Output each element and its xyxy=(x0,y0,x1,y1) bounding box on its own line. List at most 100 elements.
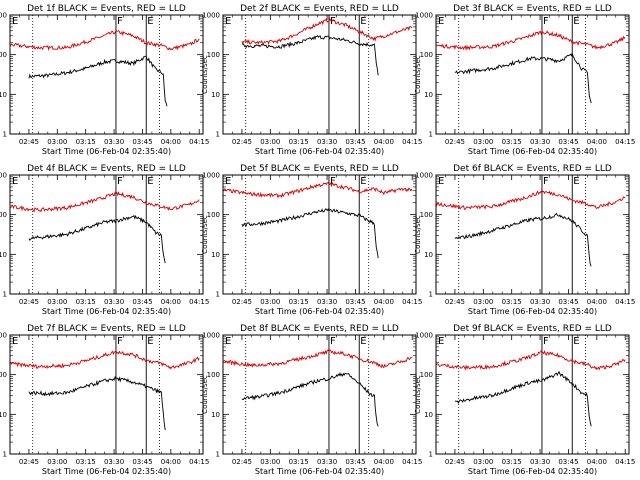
x-tick-label: 02:45 xyxy=(445,298,465,306)
x-tick-label: 02:45 xyxy=(232,298,252,306)
panel-det-3f: Det 3f BLACK = Events, RED = LLD 1 10 100 10… xyxy=(414,4,635,156)
x-tick-label: 04:15 xyxy=(189,298,209,306)
x-tick-label: 02:45 xyxy=(445,458,465,466)
x-tick-label: 03:45 xyxy=(345,138,365,146)
segment-marker-label: E xyxy=(438,336,444,347)
segment-marker-label: F xyxy=(543,176,549,187)
x-axis-label: Start Time (06-Feb-04 02:35:40) xyxy=(42,147,171,156)
events-series-line xyxy=(28,55,168,107)
panel-det-1f: Det 1f BLACK = Events, RED = LLD 1 10 100 10… xyxy=(0,4,209,156)
x-tick-label: 03:15 xyxy=(289,138,309,146)
lld-series-line xyxy=(241,17,413,46)
x-tick-label: 03:45 xyxy=(558,298,578,306)
x-tick-label: 03:45 xyxy=(558,458,578,466)
x-tick-label: 03:15 xyxy=(502,138,522,146)
y-tick-label: 1000 xyxy=(0,172,7,180)
x-tick-label: 03:15 xyxy=(502,458,522,466)
y-tick-label: 1000 xyxy=(0,332,7,340)
panel-det-2f: Det 2f BLACK = Events, RED = LLD 1 10 100 10… xyxy=(201,4,422,156)
y-tick-label: 100 xyxy=(420,211,433,219)
x-tick-label: 02:45 xyxy=(232,138,252,146)
events-series-line xyxy=(454,212,592,267)
x-tick-label: 03:15 xyxy=(76,138,96,146)
lld-series-line xyxy=(9,29,200,51)
events-series-line xyxy=(28,375,166,431)
y-tick-label: 10 xyxy=(0,411,7,419)
x-tick-label: 03:30 xyxy=(530,298,550,306)
segment-marker-label: F xyxy=(543,336,549,347)
segment-marker-label: F xyxy=(543,16,549,27)
segment-marker-label: E xyxy=(225,336,231,347)
y-tick-label: 100 xyxy=(420,51,433,59)
x-tick-label: 04:00 xyxy=(587,458,607,466)
panel-det-4f: Det 4f BLACK = Events, RED = LLD 1 10 100 10… xyxy=(0,164,209,316)
panel-title: Det 1f BLACK = Events, RED = LLD xyxy=(27,4,186,14)
panel-det-6f: Det 6f BLACK = Events, RED = LLD 1 10 100 10… xyxy=(414,164,635,316)
x-tick-label: 02:45 xyxy=(19,298,39,306)
lld-series-line xyxy=(222,181,413,199)
segment-marker-label: E xyxy=(573,16,579,27)
segment-marker-label: E xyxy=(573,336,579,347)
x-tick-label: 04:00 xyxy=(587,298,607,306)
events-series-line xyxy=(454,370,592,427)
y-tick-label: 1000 xyxy=(415,12,433,20)
panel-det-8f: Det 8f BLACK = Events, RED = LLD 1 10 100 10… xyxy=(201,324,422,476)
x-axis-label: Start Time (06-Feb-04 02:35:40) xyxy=(468,467,597,476)
y-tick-label: 10 xyxy=(424,91,433,99)
y-tick-label: 1 xyxy=(216,131,220,139)
x-axis-label: Start Time (06-Feb-04 02:35:40) xyxy=(468,147,597,156)
x-tick-label: 03:30 xyxy=(530,138,550,146)
x-tick-label: 04:15 xyxy=(189,138,209,146)
plot-frame xyxy=(222,334,417,455)
x-tick-label: 03:00 xyxy=(473,138,493,146)
x-tick-label: 02:45 xyxy=(19,458,39,466)
x-tick-label: 03:00 xyxy=(260,298,280,306)
x-tick-label: 03:00 xyxy=(47,298,67,306)
x-axis-label: Start Time (06-Feb-04 02:35:40) xyxy=(42,307,171,316)
segment-marker-label: F xyxy=(330,336,336,347)
plot-frame xyxy=(222,174,417,295)
x-tick-label: 04:00 xyxy=(374,298,394,306)
segment-marker-label: E xyxy=(438,176,444,187)
segment-marker-label: E xyxy=(12,16,18,27)
x-tick-label: 03:00 xyxy=(47,458,67,466)
x-tick-label: 03:30 xyxy=(104,138,124,146)
y-tick-label: 10 xyxy=(424,251,433,259)
y-tick-label: 100 xyxy=(0,51,7,59)
y-tick-label: 10 xyxy=(211,91,220,99)
plot-frame xyxy=(435,174,630,295)
x-tick-label: 03:15 xyxy=(289,298,309,306)
y-tick-label: 1000 xyxy=(202,172,220,180)
segment-marker-label: E xyxy=(12,176,18,187)
x-tick-label: 04:15 xyxy=(402,298,422,306)
y-tick-label: 10 xyxy=(0,251,7,259)
y-tick-label: 1000 xyxy=(415,172,433,180)
y-tick-label: 100 xyxy=(420,371,433,379)
x-tick-label: 03:30 xyxy=(317,138,337,146)
x-tick-label: 04:15 xyxy=(402,458,422,466)
y-tick-label: 100 xyxy=(0,371,7,379)
x-axis-label: Start Time (06-Feb-04 02:35:40) xyxy=(468,307,597,316)
y-tick-label: 1 xyxy=(216,451,220,459)
y-tick-label: 1000 xyxy=(415,332,433,340)
x-tick-label: 03:45 xyxy=(558,138,578,146)
events-series-line xyxy=(28,214,166,264)
x-tick-label: 03:00 xyxy=(473,458,493,466)
y-tick-label: 1 xyxy=(429,131,433,139)
panel-title: Det 5f BLACK = Events, RED = LLD xyxy=(240,164,399,174)
lld-series-line xyxy=(9,191,200,213)
plot-frame xyxy=(9,174,204,295)
segment-marker-label: E xyxy=(147,336,153,347)
y-tick-label: 10 xyxy=(0,91,7,99)
events-series-line xyxy=(241,372,379,427)
segment-marker-label: E xyxy=(225,176,231,187)
x-axis-label: Start Time (06-Feb-04 02:35:40) xyxy=(255,467,384,476)
x-tick-label: 02:45 xyxy=(19,138,39,146)
segment-marker-label: E xyxy=(360,176,366,187)
plot-frame xyxy=(435,14,630,135)
y-tick-label: 1 xyxy=(3,291,7,299)
plot-frame xyxy=(9,14,204,135)
segment-marker-label: F xyxy=(117,16,123,27)
x-tick-label: 03:30 xyxy=(104,298,124,306)
lld-series-line xyxy=(435,29,626,51)
